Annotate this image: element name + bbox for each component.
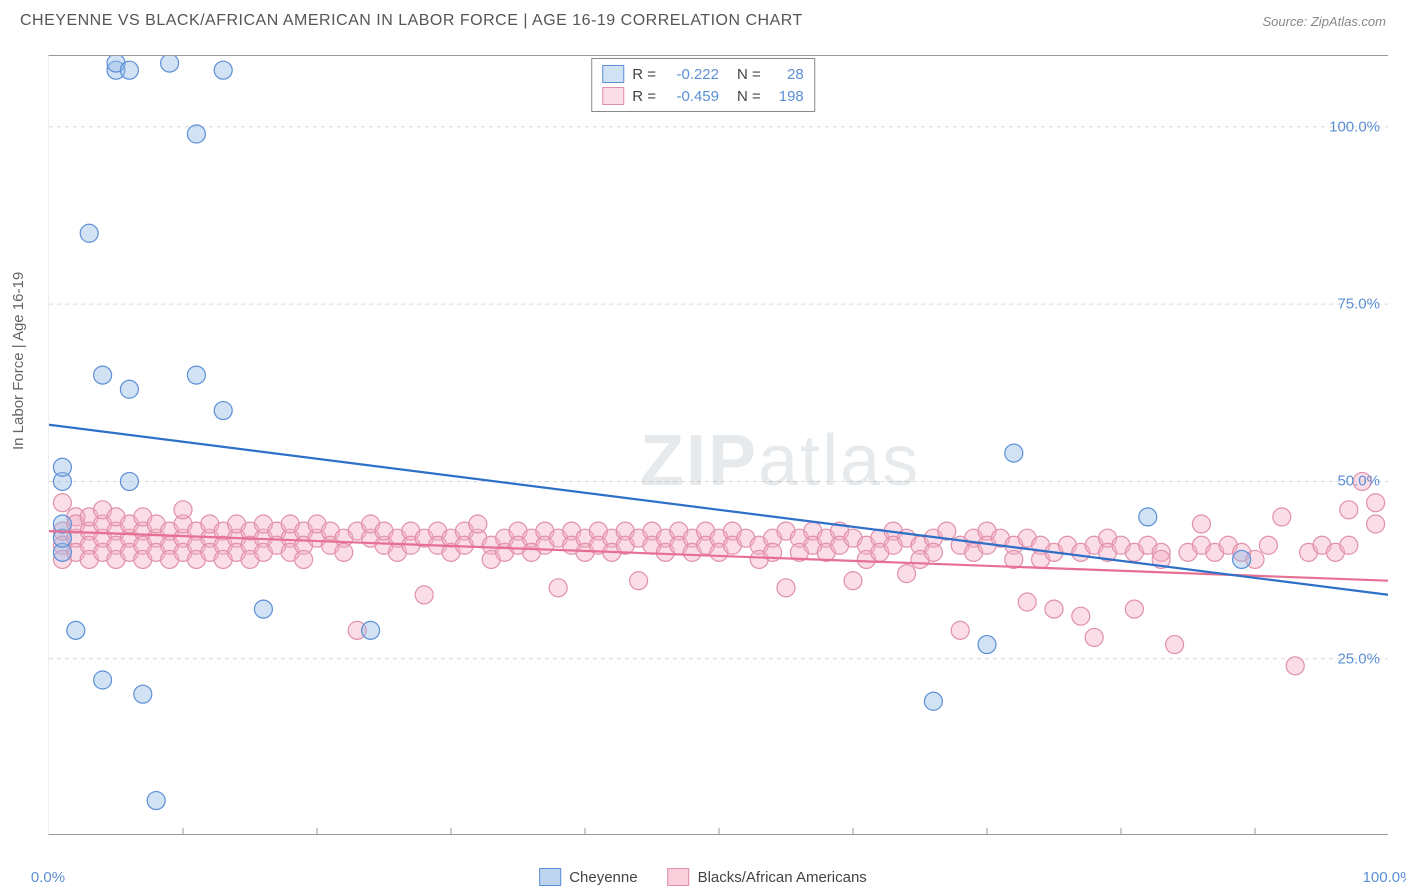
x-tick-label: 100.0%	[1363, 869, 1406, 886]
stat-n-label: N =	[737, 88, 761, 105]
legend-item: Blacks/African Americans	[668, 868, 867, 886]
stat-r-value: -0.222	[664, 66, 719, 83]
legend-label: Cheyenne	[569, 869, 637, 886]
stats-legend-row: R = -0.222 N = 28	[602, 63, 804, 85]
stat-r-value: -0.459	[664, 88, 719, 105]
y-tick-label: 25.0%	[1337, 650, 1380, 667]
stat-n-value: 198	[769, 88, 804, 105]
legend-swatch	[539, 868, 561, 886]
stat-r-label: R =	[632, 88, 656, 105]
y-tick-label: 75.0%	[1337, 296, 1380, 313]
chart-header: CHEYENNE VS BLACK/AFRICAN AMERICAN IN LA…	[0, 0, 1406, 38]
series-legend: Cheyenne Blacks/African Americans	[539, 868, 867, 886]
legend-swatch	[602, 65, 624, 83]
chart-title: CHEYENNE VS BLACK/AFRICAN AMERICAN IN LA…	[20, 12, 803, 30]
source-prefix: Source:	[1262, 14, 1310, 29]
legend-swatch	[668, 868, 690, 886]
x-tick-label: 0.0%	[31, 869, 65, 886]
y-tick-label: 100.0%	[1329, 118, 1380, 135]
scatter-chart: 25.0% 50.0% 75.0% 100.0%	[48, 55, 1388, 835]
y-axis-label: In Labor Force | Age 16-19	[10, 272, 27, 450]
legend-item: Cheyenne	[539, 868, 637, 886]
stat-r-label: R =	[632, 66, 656, 83]
source-attribution: Source: ZipAtlas.com	[1262, 14, 1386, 29]
stats-legend-row: R = -0.459 N = 198	[602, 85, 804, 107]
y-tick-label: 50.0%	[1337, 473, 1380, 490]
source-link[interactable]: ZipAtlas.com	[1311, 14, 1386, 29]
stat-n-label: N =	[737, 66, 761, 83]
legend-swatch	[602, 87, 624, 105]
stats-legend: R = -0.222 N = 28 R = -0.459 N = 198	[591, 58, 815, 112]
legend-label: Blacks/African Americans	[698, 869, 867, 886]
plot-svg	[49, 56, 1388, 834]
stat-n-value: 28	[769, 66, 804, 83]
